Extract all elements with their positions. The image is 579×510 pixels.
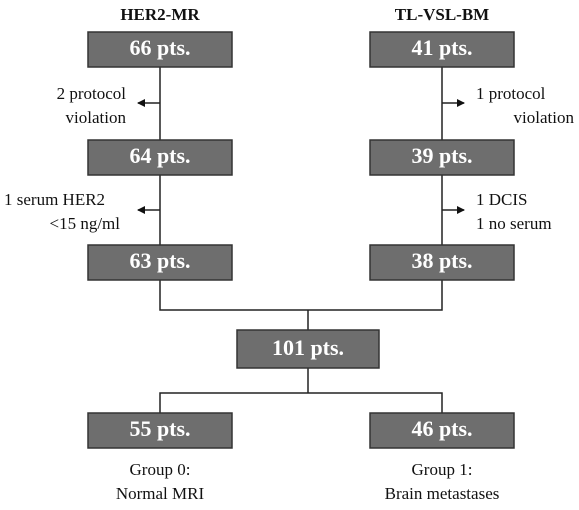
node-label: 63 pts. <box>129 248 190 273</box>
exclusion-text: 1 serum HER2 <box>4 190 105 209</box>
node-label: 101 pts. <box>272 335 344 360</box>
node-label: 64 pts. <box>129 143 190 168</box>
node-label: 38 pts. <box>411 248 472 273</box>
node-box <box>369 139 515 176</box>
exclusion-text: 2 protocol <box>57 84 127 103</box>
node-box <box>87 139 233 176</box>
column-title: HER2-MR <box>120 5 200 24</box>
node-box <box>87 244 233 281</box>
node-label: 46 pts. <box>411 416 472 441</box>
group-label: Normal MRI <box>116 484 205 503</box>
node-box <box>236 329 380 369</box>
connector <box>159 280 443 330</box>
group-label: Group 1: <box>412 460 473 479</box>
exclusion-text: violation <box>514 108 575 127</box>
node-label: 66 pts. <box>129 35 190 60</box>
node-box <box>87 412 233 449</box>
column-title: TL-VSL-BM <box>395 5 489 24</box>
connector <box>159 368 443 413</box>
exclusion-text: violation <box>66 108 127 127</box>
node-label: 55 pts. <box>129 416 190 441</box>
group-label: Group 0: <box>130 460 191 479</box>
exclusion-text: 1 DCIS <box>476 190 527 209</box>
node-label: 39 pts. <box>411 143 472 168</box>
exclusion-text: <15 ng/ml <box>49 214 120 233</box>
exclusion-text: 1 protocol <box>476 84 546 103</box>
exclusion-text: 1 no serum <box>476 214 552 233</box>
group-label: Brain metastases <box>385 484 500 503</box>
node-box <box>369 412 515 449</box>
node-box <box>369 31 515 68</box>
node-box <box>369 244 515 281</box>
node-label: 41 pts. <box>411 35 472 60</box>
node-box <box>87 31 233 68</box>
